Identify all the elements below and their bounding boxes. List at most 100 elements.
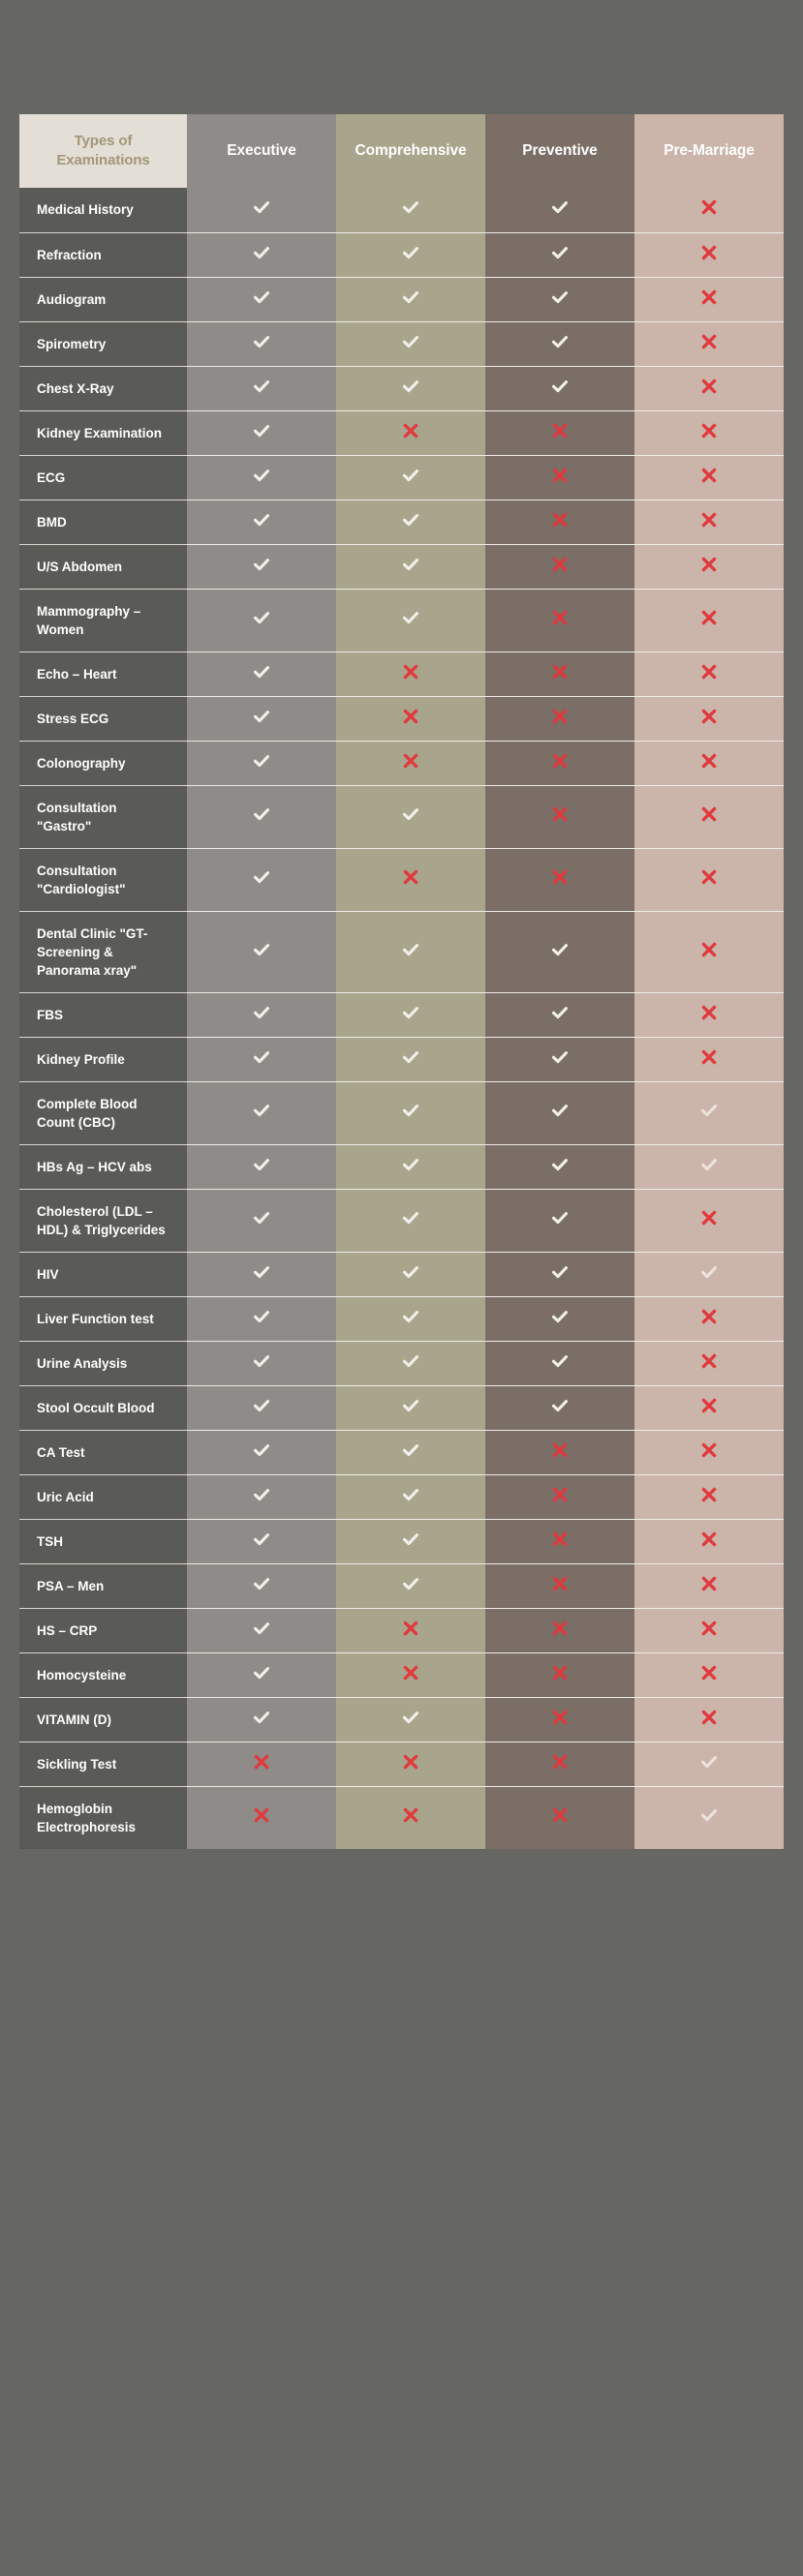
check-icon bbox=[251, 1100, 272, 1121]
row-label: Mammography – Women bbox=[19, 588, 187, 652]
cross-icon bbox=[402, 1806, 419, 1824]
row-label: Audiogram bbox=[19, 276, 187, 321]
row-label: Stool Occult Blood bbox=[19, 1384, 187, 1430]
table-row: Dental Clinic "GT- Screening & Panorama … bbox=[19, 910, 784, 992]
check-icon bbox=[400, 1154, 421, 1175]
column-header-preventive: Preventive bbox=[485, 114, 634, 188]
cell-pre-marriage-excluded bbox=[634, 1429, 784, 1474]
cross-icon bbox=[551, 1664, 569, 1682]
cell-executive-included bbox=[187, 1607, 336, 1652]
cell-pre-marriage-excluded bbox=[634, 1518, 784, 1563]
check-icon bbox=[400, 1207, 421, 1228]
cross-icon bbox=[700, 1664, 718, 1682]
cross-icon bbox=[700, 805, 718, 823]
cell-preventive-excluded bbox=[485, 695, 634, 741]
check-icon bbox=[400, 1573, 421, 1594]
cell-pre-marriage-included bbox=[634, 1741, 784, 1786]
row-label: Sickling Test bbox=[19, 1741, 187, 1786]
row-label: Medical History bbox=[19, 188, 187, 232]
cross-icon bbox=[402, 1753, 419, 1771]
cross-icon bbox=[700, 941, 718, 958]
row-label: Urine Analysis bbox=[19, 1340, 187, 1385]
check-icon bbox=[251, 866, 272, 888]
check-icon bbox=[251, 1046, 272, 1068]
table-row: HBs Ag – HCV abs bbox=[19, 1143, 784, 1189]
check-icon bbox=[549, 1207, 571, 1228]
check-icon bbox=[549, 1002, 571, 1023]
cell-pre-marriage-excluded bbox=[634, 1340, 784, 1385]
cell-comprehensive-excluded bbox=[336, 1741, 485, 1786]
check-icon bbox=[251, 1261, 272, 1283]
cross-icon bbox=[253, 1753, 270, 1771]
cell-executive-included bbox=[187, 365, 336, 410]
cell-comprehensive-excluded bbox=[336, 740, 485, 785]
table-row: Echo – Heart bbox=[19, 651, 784, 696]
cross-icon bbox=[700, 1004, 718, 1021]
cell-executive-included bbox=[187, 847, 336, 911]
row-label: Liver Function test bbox=[19, 1295, 187, 1341]
table-row: TSH bbox=[19, 1518, 784, 1563]
row-label: Consultation "Gastro" bbox=[19, 784, 187, 848]
cell-preventive-excluded bbox=[485, 1473, 634, 1519]
check-icon bbox=[251, 242, 272, 263]
cell-comprehensive-included bbox=[336, 1562, 485, 1608]
cell-comprehensive-included bbox=[336, 1143, 485, 1189]
cross-icon bbox=[700, 333, 718, 350]
cell-comprehensive-included bbox=[336, 320, 485, 366]
cell-pre-marriage-excluded bbox=[634, 1473, 784, 1519]
cross-icon bbox=[551, 805, 569, 823]
cell-preventive-included bbox=[485, 1143, 634, 1189]
cross-icon bbox=[700, 1209, 718, 1227]
table-row: Colonography bbox=[19, 740, 784, 785]
check-icon bbox=[698, 1261, 720, 1283]
cell-preventive-included bbox=[485, 365, 634, 410]
check-icon bbox=[549, 197, 571, 218]
cell-executive-included bbox=[187, 740, 336, 785]
check-icon bbox=[549, 939, 571, 960]
cell-preventive-excluded bbox=[485, 499, 634, 544]
cell-comprehensive-included bbox=[336, 276, 485, 321]
check-icon bbox=[251, 1440, 272, 1461]
row-label: CA Test bbox=[19, 1429, 187, 1474]
cross-icon bbox=[551, 1709, 569, 1726]
cell-comprehensive-excluded bbox=[336, 409, 485, 455]
table-row: Audiogram bbox=[19, 276, 784, 321]
check-icon bbox=[549, 287, 571, 308]
check-icon bbox=[251, 661, 272, 682]
cell-comprehensive-included bbox=[336, 588, 485, 652]
row-label: Complete Blood Count (CBC) bbox=[19, 1080, 187, 1144]
row-label: ECG bbox=[19, 454, 187, 500]
check-icon bbox=[549, 1154, 571, 1175]
comparison-table-wrapper: Types of Examinations Executive Comprehe… bbox=[19, 114, 784, 1849]
cell-comprehensive-included bbox=[336, 543, 485, 589]
cross-icon bbox=[700, 288, 718, 306]
cell-pre-marriage-excluded bbox=[634, 543, 784, 589]
row-label: Colonography bbox=[19, 740, 187, 785]
check-icon bbox=[251, 1618, 272, 1639]
check-icon bbox=[400, 1100, 421, 1121]
cell-executive-included bbox=[187, 991, 336, 1037]
column-header-pre-marriage: Pre-Marriage bbox=[634, 114, 784, 188]
cross-icon bbox=[551, 511, 569, 529]
cell-preventive-excluded bbox=[485, 1652, 634, 1697]
cell-executive-included bbox=[187, 1518, 336, 1563]
cell-executive-included bbox=[187, 1251, 336, 1296]
check-icon bbox=[251, 287, 272, 308]
cell-preventive-included bbox=[485, 1251, 634, 1296]
table-row: Cholesterol (LDL – HDL) & Triglycerides bbox=[19, 1188, 784, 1252]
cross-icon bbox=[700, 1530, 718, 1548]
cell-preventive-excluded bbox=[485, 1785, 634, 1849]
check-icon bbox=[400, 1529, 421, 1550]
cell-executive-included bbox=[187, 1696, 336, 1742]
cross-icon bbox=[700, 1048, 718, 1066]
table-row: Urine Analysis bbox=[19, 1340, 784, 1385]
cell-executive-included bbox=[187, 320, 336, 366]
table-row: FBS bbox=[19, 991, 784, 1037]
row-label: HBs Ag – HCV abs bbox=[19, 1143, 187, 1189]
cell-pre-marriage-excluded bbox=[634, 1036, 784, 1081]
row-label: Kidney Profile bbox=[19, 1036, 187, 1081]
cell-executive-included bbox=[187, 499, 336, 544]
check-icon bbox=[251, 1573, 272, 1594]
table-row: Mammography – Women bbox=[19, 588, 784, 652]
